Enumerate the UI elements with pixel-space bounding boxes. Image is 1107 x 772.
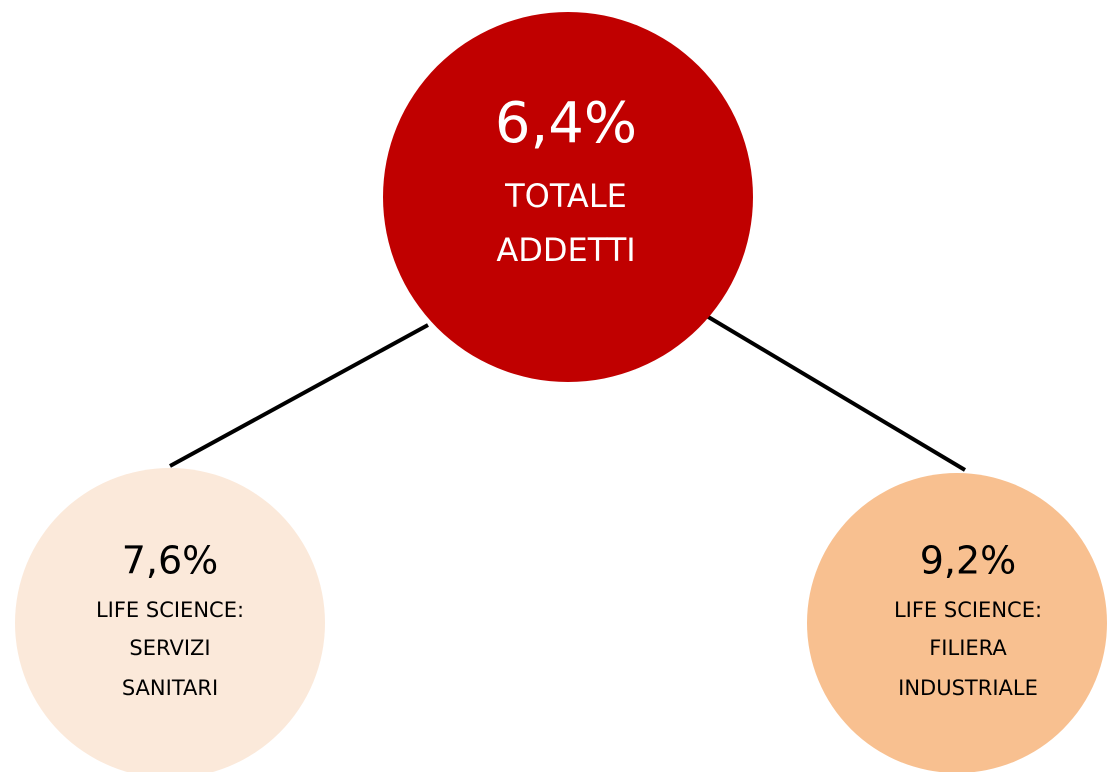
node-value: 9,2% [920,539,1017,583]
connector [703,313,967,472]
node-value: 7,6% [122,539,219,583]
node-label: SANITARI [122,676,218,700]
node-label: LIFE SCIENCE: [894,598,1042,622]
node-label: SERVIZI [129,636,210,660]
node-value: 6,4% [495,91,637,156]
node-circle [383,12,753,382]
node-label: INDUSTRIALE [898,676,1038,700]
node-label: TOTALE [504,177,627,215]
connector [169,323,429,468]
node-label: LIFE SCIENCE: [96,598,244,622]
node-label: FILIERA [929,636,1007,660]
node-circle [807,473,1107,772]
node-label: ADDETTI [496,231,635,269]
node-circle [15,468,325,772]
